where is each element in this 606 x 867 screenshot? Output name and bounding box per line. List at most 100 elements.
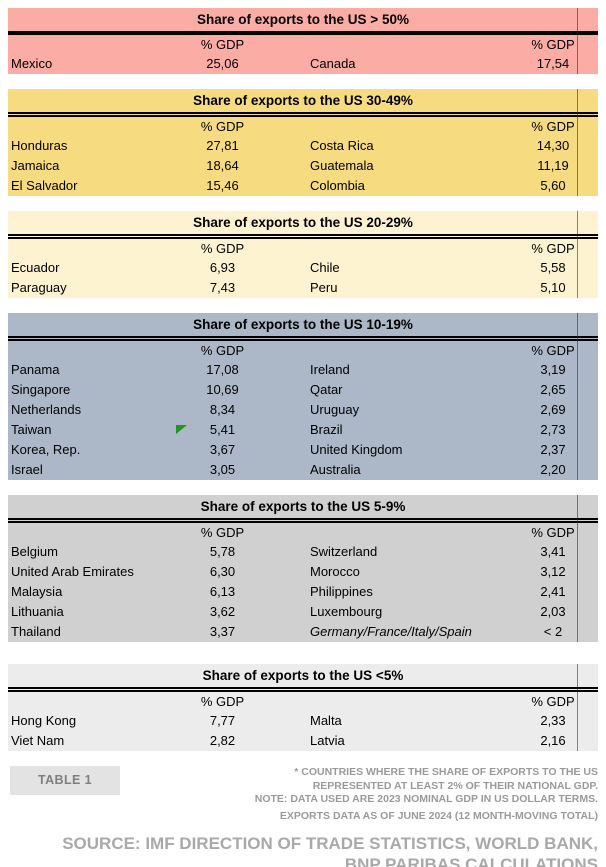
section-20-29: Share of exports to the US 20-29% % GDP …	[8, 211, 598, 298]
footnote-line: * COUNTRIES WHERE THE SHARE OF EXPORTS T…	[294, 766, 598, 778]
spacer-cell	[578, 731, 598, 751]
spacer-cell	[285, 692, 528, 711]
section-lt-5: Share of exports to the US <5% % GDP % G…	[8, 664, 598, 751]
gdp-value: 3,19	[540, 362, 566, 377]
spacer-cell	[578, 562, 598, 582]
country-name: Chile	[310, 260, 340, 275]
gdp-value: 5,10	[540, 280, 566, 295]
country-name: Viet Nam	[11, 733, 65, 748]
gdp-value: 11,19	[537, 158, 569, 173]
gdp-column-header: % GDP	[531, 525, 575, 540]
table-row: Ecuador 6,93 Chile 5,58	[8, 258, 598, 278]
green-flag-icon	[176, 425, 187, 434]
table-row: United Arab Emirates 6,30 Morocco 3,12	[8, 562, 598, 582]
spacer-cell	[578, 380, 598, 400]
gdp-value: 5,41	[209, 422, 236, 437]
gdp-value: 2,16	[540, 733, 566, 748]
gdp-column-header: % GDP	[200, 343, 245, 358]
spacer-cell	[578, 176, 598, 196]
spacer-cell	[285, 117, 528, 136]
gdp-value: 2,37	[540, 442, 566, 457]
spacer-cell	[285, 35, 528, 54]
table-row: Hong Kong 7,77 Malta 2,33	[8, 711, 598, 731]
section-gt-50: Share of exports to the US > 50% % GDP %…	[8, 8, 598, 74]
gdp-value: 6,30	[209, 564, 236, 579]
spacer-cell	[578, 35, 598, 54]
gdp-column-header: % GDP	[200, 525, 245, 540]
country-name: Australia	[310, 462, 361, 477]
country-name: Paraguay	[11, 280, 67, 295]
gdp-value: 25,06	[206, 56, 239, 71]
gdp-value: 6,13	[209, 584, 236, 599]
country-group-name: Germany/France/Italy/Spain	[310, 624, 472, 639]
country-name: Netherlands	[11, 402, 82, 417]
country-name: Philippines	[310, 584, 373, 599]
gdp-value: 3,05	[209, 462, 236, 477]
title-separator	[8, 234, 598, 239]
spacer-cell	[578, 360, 598, 380]
country-name: Ecuador	[11, 260, 60, 275]
title-separator	[8, 687, 598, 692]
spacer-cell	[578, 136, 598, 156]
gdp-value: 15,46	[206, 178, 239, 193]
country-name: Peru	[310, 280, 338, 295]
spacer-cell	[8, 523, 160, 542]
table-row: Panama 17,08 Ireland 3,19	[8, 360, 598, 380]
spacer-cell	[578, 117, 598, 136]
country-name: Lithuania	[11, 604, 64, 619]
country-name: Colombia	[310, 178, 365, 193]
country-name: Mexico	[11, 56, 53, 71]
gdp-value: 3,37	[209, 624, 236, 639]
gdp-value: 27,81	[206, 138, 239, 153]
gdp-column-header: % GDP	[531, 694, 575, 709]
spacer-cell	[8, 239, 160, 258]
country-name: Malta	[310, 713, 342, 728]
column-header-row: % GDP % GDP	[8, 692, 598, 711]
section-10-19: Share of exports to the US 10-19% % GDP …	[8, 313, 598, 480]
gdp-column-header: % GDP	[200, 241, 245, 256]
spacer-cell	[8, 341, 160, 360]
section-5-9: Share of exports to the US 5-9% % GDP % …	[8, 495, 598, 642]
table-row: Taiwan 5,41 Brazil 2,73	[8, 420, 598, 440]
spacer-cell	[578, 711, 598, 731]
gdp-value: 3,41	[540, 544, 566, 559]
section-title: Share of exports to the US 20-29%	[193, 215, 413, 230]
column-header-row: % GDP % GDP	[8, 239, 598, 258]
gdp-value: 5,58	[540, 260, 566, 275]
country-name: Thailand	[11, 624, 61, 639]
gdp-value: < 2	[543, 624, 563, 639]
spacer-cell	[578, 341, 598, 360]
section-30-49: Share of exports to the US 30-49% % GDP …	[8, 89, 598, 196]
spacer-cell	[8, 117, 160, 136]
gdp-value: 2,69	[540, 402, 566, 417]
column-header-row: % GDP % GDP	[8, 523, 598, 542]
country-name: Malaysia	[11, 584, 63, 599]
country-name: Canada	[310, 56, 356, 71]
country-name: Jamaica	[11, 158, 60, 173]
column-header-row: % GDP % GDP	[8, 35, 598, 54]
country-name: Qatar	[310, 382, 343, 397]
spacer-cell	[578, 278, 598, 298]
spacer-cell	[578, 440, 598, 460]
gdp-value: 8,34	[209, 402, 236, 417]
gdp-value: 2,65	[540, 382, 566, 397]
gdp-value: 18,64	[206, 158, 239, 173]
spacer-cell	[578, 239, 598, 258]
gdp-column-header: % GDP	[200, 694, 245, 709]
column-header-row: % GDP % GDP	[8, 117, 598, 136]
gdp-value: 14,30	[536, 138, 570, 153]
spacer-cell	[578, 460, 598, 480]
spacer-cell	[285, 523, 528, 542]
table-number-label: TABLE 1	[10, 766, 120, 795]
table-row: Israel 3,05 Australia 2,20	[8, 460, 598, 480]
gdp-column-header: % GDP	[531, 37, 575, 52]
country-name: Taiwan	[11, 422, 52, 437]
footnote-line: REPRESENTED AT LEAST 2% OF THEIR NATIONA…	[312, 779, 598, 792]
table-row: Jamaica 18,64 Guatemala 11,19	[8, 156, 598, 176]
spacer-cell	[8, 35, 160, 54]
gdp-value: 3,67	[209, 442, 236, 457]
table-row: Lithuania 3,62 Luxembourg 2,03	[8, 602, 598, 622]
section-title: Share of exports to the US 10-19%	[193, 317, 413, 332]
footnote-line: NOTE: DATA USED ARE 2023 NOMINAL GDP IN …	[254, 793, 598, 805]
